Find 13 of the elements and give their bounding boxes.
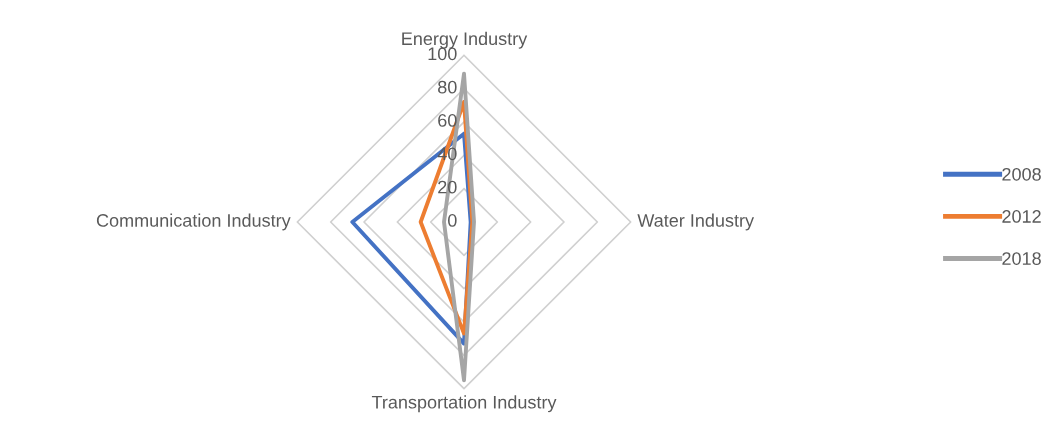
spoke-label: Water Industry — [637, 213, 755, 231]
spoke-label: Energy Industry — [402, 31, 528, 49]
y-tick-label: 0 — [448, 214, 457, 227]
legend-label: 2012 — [1002, 210, 1041, 223]
y-tick-label: 60 — [438, 114, 457, 127]
y-tick-label: 40 — [437, 147, 457, 161]
spoke-label: Communication Industry — [96, 213, 291, 231]
y-tick-label: 20 — [438, 180, 457, 194]
legend-label: 2018 — [1002, 252, 1041, 265]
spoke-label: Transportation Industry — [371, 395, 557, 413]
y-tick-label: 100 — [428, 47, 457, 61]
legend-label: 2008 — [1002, 167, 1041, 181]
y-tick-label: 80 — [438, 80, 457, 94]
